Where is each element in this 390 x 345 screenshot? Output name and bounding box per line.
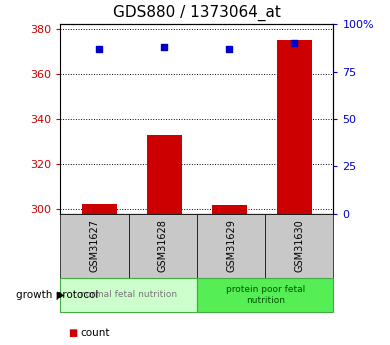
Text: normal fetal nutrition: normal fetal nutrition [80,290,177,299]
Text: growth protocol: growth protocol [16,290,98,300]
Bar [82,204,117,214]
Point [226,46,232,51]
Text: GSM31628: GSM31628 [158,219,168,272]
Point [96,46,103,51]
Text: ▶: ▶ [57,290,64,300]
Text: count: count [80,328,110,338]
Title: GDS880 / 1373064_at: GDS880 / 1373064_at [113,5,281,21]
Text: ■: ■ [68,328,78,338]
Bar [147,135,182,214]
Text: GSM31627: GSM31627 [90,219,99,272]
Point [161,44,168,50]
Text: GSM31630: GSM31630 [294,219,304,272]
Text: protein poor fetal
nutrition: protein poor fetal nutrition [225,285,305,305]
Bar [211,205,247,214]
Bar [277,40,312,214]
Point [291,40,298,46]
Text: GSM31629: GSM31629 [226,219,236,272]
